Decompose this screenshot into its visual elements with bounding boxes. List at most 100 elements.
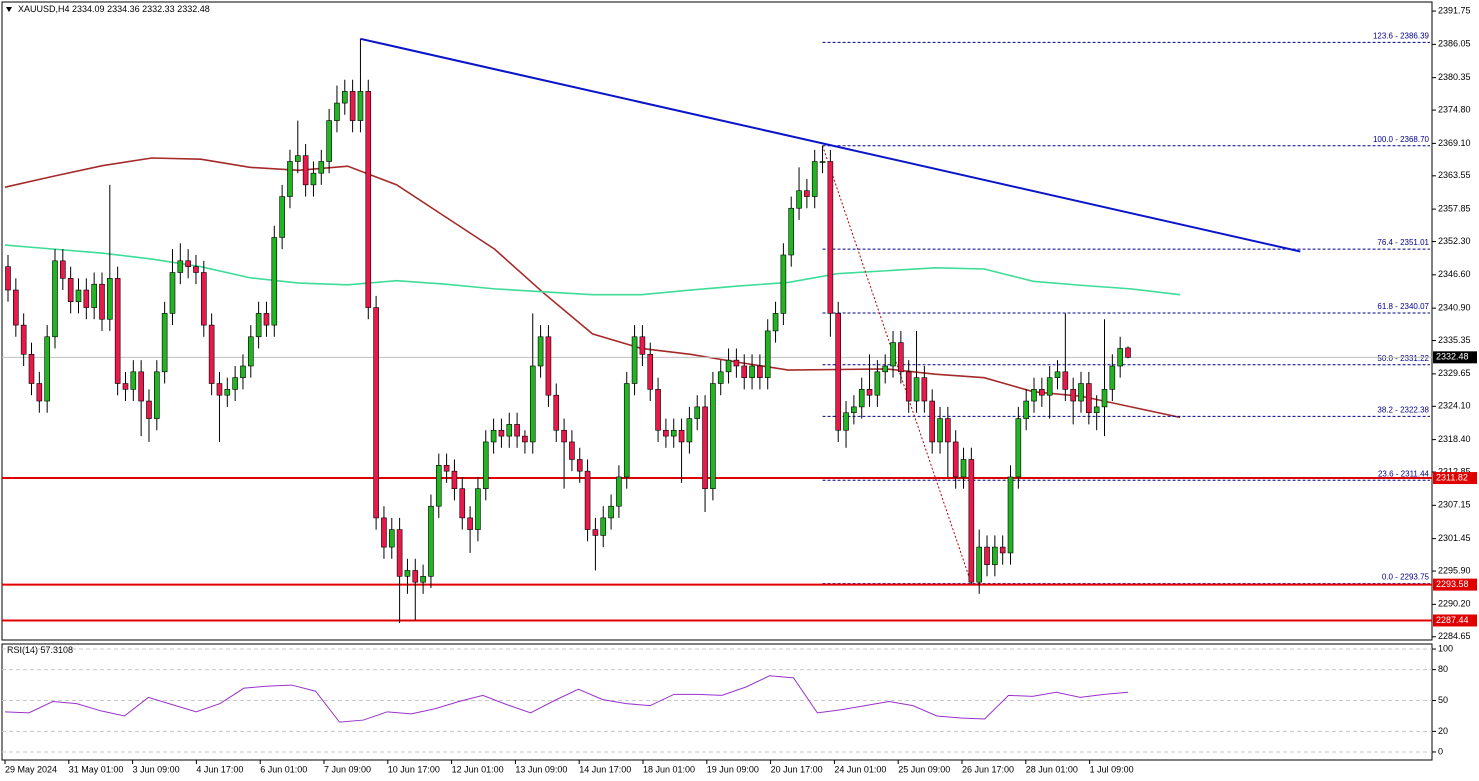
candle-body bbox=[138, 371, 144, 402]
candle-body bbox=[600, 517, 607, 536]
candle-body bbox=[420, 576, 426, 583]
candle-body bbox=[216, 383, 223, 396]
candle-body bbox=[130, 371, 137, 390]
candle-body bbox=[177, 260, 184, 273]
price-box-label: 2287.44 bbox=[1436, 615, 1469, 625]
rsi-line bbox=[4, 675, 1129, 723]
candle-body bbox=[905, 371, 912, 402]
candle-body bbox=[1101, 389, 1108, 408]
y-tick-label: 2369.10 bbox=[1438, 138, 1471, 148]
candle-body bbox=[647, 354, 654, 390]
symbol: XAUUSD,H4 bbox=[18, 4, 70, 14]
candle-body bbox=[694, 406, 701, 419]
candle-body bbox=[1086, 383, 1092, 414]
candle-body bbox=[1062, 371, 1069, 390]
candle-body bbox=[91, 283, 97, 308]
candle-body bbox=[52, 260, 58, 338]
rsi-panel bbox=[1, 643, 1433, 761]
candle-body bbox=[764, 330, 771, 378]
candle-body bbox=[271, 237, 278, 326]
candle-body bbox=[843, 412, 849, 431]
candle-body bbox=[334, 102, 340, 121]
trendline bbox=[360, 37, 1301, 253]
candle-body bbox=[733, 359, 740, 367]
candle-body bbox=[835, 313, 842, 431]
candle-body bbox=[154, 371, 160, 419]
candle-body bbox=[349, 91, 356, 121]
candle-body bbox=[396, 529, 403, 577]
x-tick-label: 28 Jun 01:00 bbox=[1026, 764, 1078, 774]
last-high: 2334.36 bbox=[107, 4, 140, 14]
rsi-tick-label: 80 bbox=[1438, 664, 1448, 674]
candle-body bbox=[459, 488, 466, 519]
x-tick-label: 3 Jun 09:00 bbox=[133, 764, 180, 774]
candle-body bbox=[741, 365, 748, 378]
candle-body bbox=[710, 383, 716, 489]
candle-body bbox=[193, 266, 199, 273]
x-tick-label: 12 Jun 01:00 bbox=[452, 764, 504, 774]
x-tick-label: 4 Jun 17:00 bbox=[196, 764, 243, 774]
candle-body bbox=[99, 283, 105, 320]
candle-body bbox=[404, 570, 411, 577]
x-tick-label: 13 Jun 09:00 bbox=[515, 764, 567, 774]
candle-body bbox=[639, 336, 646, 355]
x-tick-label: 25 Jun 09:00 bbox=[898, 764, 950, 774]
price-box bbox=[1433, 472, 1477, 485]
candle-body bbox=[208, 324, 215, 384]
candle-body bbox=[631, 336, 638, 384]
rsi-tick-label: 20 bbox=[1438, 726, 1448, 736]
candle-body bbox=[890, 342, 896, 367]
candle-body bbox=[287, 161, 293, 197]
candle-body bbox=[232, 377, 238, 390]
candle-body bbox=[146, 400, 152, 419]
fib-label: 123.6 - 2386.39 bbox=[1373, 31, 1430, 40]
candle-body bbox=[788, 207, 795, 256]
candle-body bbox=[851, 406, 857, 414]
candle-body bbox=[796, 190, 802, 209]
y-tick-label: 2312.85 bbox=[1438, 466, 1471, 476]
rsi-name: RSI(14) bbox=[7, 645, 38, 655]
candle-body bbox=[13, 289, 19, 326]
candle-body bbox=[945, 418, 951, 443]
candle-body bbox=[968, 459, 975, 583]
candle-body bbox=[858, 389, 865, 408]
candle-body bbox=[937, 418, 943, 443]
candle-body bbox=[1046, 377, 1053, 396]
candle-body bbox=[373, 307, 379, 519]
rsi-header: RSI(14) 57.3108 bbox=[7, 645, 73, 655]
candle-body bbox=[294, 155, 301, 162]
candle-body bbox=[725, 359, 732, 373]
candle-body bbox=[247, 336, 254, 367]
y-tick-label: 2357.85 bbox=[1438, 203, 1471, 213]
candle-body bbox=[1031, 389, 1037, 402]
x-tick-label: 14 Jun 17:00 bbox=[579, 764, 631, 774]
candle-body bbox=[592, 529, 599, 536]
x-tick-label: 26 Jun 17:00 bbox=[962, 764, 1014, 774]
y-tick-label: 2318.40 bbox=[1438, 434, 1471, 444]
candle-body bbox=[717, 371, 724, 384]
candle-body bbox=[623, 383, 630, 478]
candle-body bbox=[553, 394, 560, 431]
candle-body bbox=[279, 196, 285, 238]
y-tick-label: 2295.90 bbox=[1438, 565, 1471, 575]
y-tick-label: 2380.35 bbox=[1438, 72, 1471, 82]
candle-body bbox=[655, 389, 661, 431]
candle-body bbox=[107, 278, 113, 320]
candle-body bbox=[5, 266, 11, 291]
candle-body bbox=[686, 418, 693, 443]
last-close: 2332.48 bbox=[177, 4, 210, 14]
candle-body bbox=[569, 441, 575, 460]
candle-body bbox=[545, 336, 552, 396]
candle-body bbox=[522, 435, 528, 443]
x-tick-label: 7 Jun 09:00 bbox=[324, 764, 371, 774]
price-box bbox=[1433, 614, 1477, 627]
candle-body bbox=[529, 365, 536, 443]
candle-body bbox=[83, 289, 90, 308]
candle-body bbox=[435, 465, 442, 507]
y-tick-label: 2386.05 bbox=[1438, 39, 1471, 49]
price-box-label: 2293.58 bbox=[1436, 579, 1469, 589]
y-tick-label: 2284.65 bbox=[1438, 631, 1471, 641]
candle-body bbox=[874, 371, 881, 396]
candle-body bbox=[921, 377, 928, 402]
